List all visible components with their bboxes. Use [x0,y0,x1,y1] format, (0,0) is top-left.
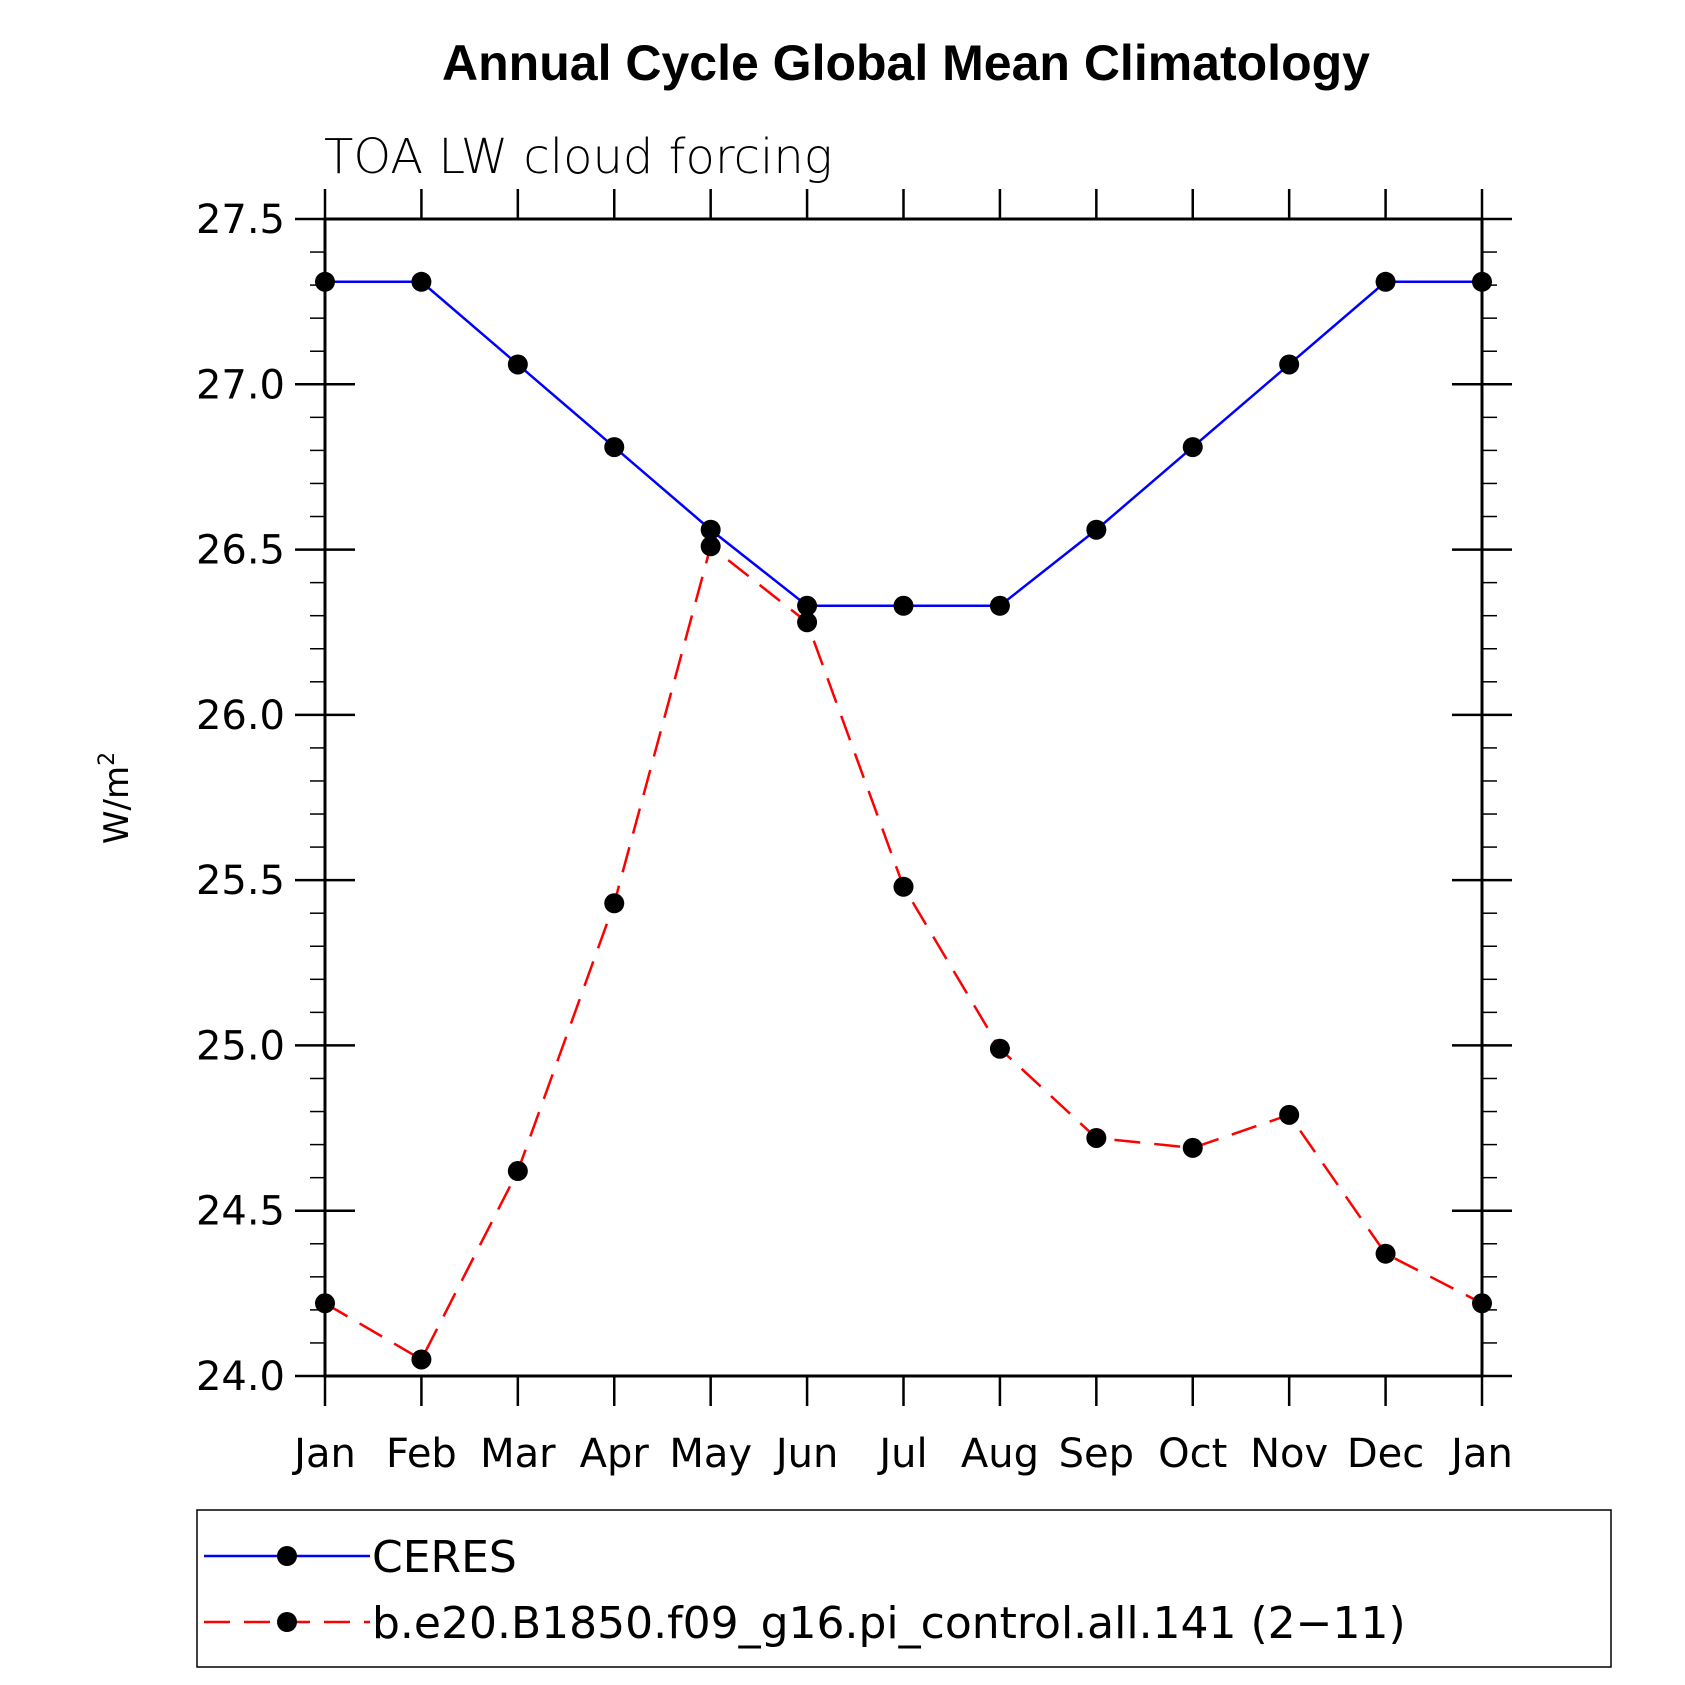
data-point [411,271,432,292]
data-point [989,1038,1010,1059]
series-line [324,544,1483,1362]
data-point [604,437,625,458]
tick-marks [295,189,1512,1406]
data-point [893,595,914,616]
x-tick-label: Dec [1347,1431,1424,1477]
data-point [1279,1104,1300,1125]
x-tick-label: Jun [773,1431,839,1477]
y-tick-label: 26.5 [196,528,285,574]
x-tick-label: Nov [1250,1431,1328,1477]
data-point [1086,1127,1107,1148]
chart-title: Annual Cycle Global Mean Climatology [442,35,1370,91]
y-tick-label: 27.0 [196,362,285,408]
plot-frame [323,217,1484,1378]
legend-marker [277,1612,297,1632]
y-tick-label: 24.5 [196,1189,285,1235]
legend-label: b.e20.B1850.f09_g16.pi_control.all.141 (… [372,1598,1406,1649]
y-tick-label: 26.0 [196,693,285,739]
y-tick-label: 27.5 [196,197,285,243]
x-tick-label: Feb [386,1431,457,1477]
x-tick-label: Aug [961,1431,1039,1477]
y-tick-labels: 24.0 24.5 25.0 25.5 26.0 26.5 27.0 27.5 [196,197,285,1400]
y-tick-label: 25.0 [196,1023,285,1069]
data-point [700,536,721,557]
legend-label: CERES [372,1532,517,1583]
data-point [1375,1243,1396,1264]
data-point [797,612,818,633]
legend: CERES b.e20.B1850.f09_g16.pi_control.all.… [196,1509,1612,1668]
y-axis-label-unit: W/m [97,766,137,844]
x-tick-label: Mar [480,1431,556,1477]
chart-subtitle: TOA LW cloud forcing [324,129,833,185]
plot-series [315,271,1492,1370]
x-tick-label: Jul [876,1431,927,1477]
x-tick-label: May [669,1431,752,1477]
x-tick-label: Sep [1059,1431,1134,1477]
y-axis-label-exponent: 2 [95,752,120,766]
data-point [989,595,1010,616]
data-point [1182,437,1203,458]
y-tick-label: 25.5 [196,858,285,904]
data-point [1279,354,1300,375]
x-tick-label: Jan [1448,1431,1513,1477]
series-line [325,280,1482,608]
x-tick-labels: Jan Feb Mar Apr May Jun Jul Aug Sep Oct Nov Dec Jan [291,1431,1513,1477]
y-axis-label: W/m2 [95,752,137,844]
data-point [797,595,818,616]
x-tick-label: Jan [291,1431,356,1477]
x-tick-label: Oct [1158,1431,1227,1477]
data-point [411,1349,432,1370]
data-point [1086,519,1107,540]
data-point [507,354,528,375]
data-point [1375,271,1396,292]
data-point [1182,1137,1203,1158]
legend-marker [277,1546,297,1566]
data-point [700,519,721,540]
data-point [604,893,625,914]
data-point [507,1161,528,1182]
data-point [893,876,914,897]
y-tick-label: 24.0 [196,1354,285,1400]
x-tick-label: Apr [580,1431,650,1477]
legend-box [196,1509,1612,1668]
